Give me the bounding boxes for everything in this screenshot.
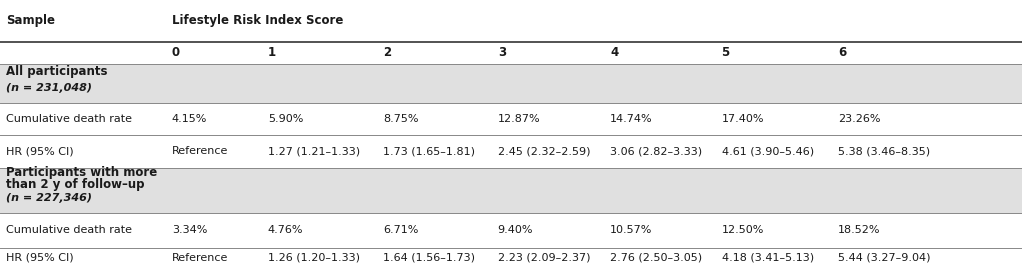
Text: 1: 1	[268, 46, 276, 59]
Text: 6.71%: 6.71%	[383, 225, 419, 236]
Text: 4.61 (3.90–5.46): 4.61 (3.90–5.46)	[722, 146, 814, 157]
Text: Sample: Sample	[6, 14, 55, 27]
Text: 10.57%: 10.57%	[610, 225, 652, 236]
Text: HR (95% CI): HR (95% CI)	[6, 146, 74, 157]
Text: 12.50%: 12.50%	[722, 225, 763, 236]
Text: 4: 4	[610, 46, 618, 59]
Text: Participants with more: Participants with more	[6, 166, 157, 178]
Text: 23.26%: 23.26%	[838, 114, 881, 124]
Text: 5.38 (3.46–8.35): 5.38 (3.46–8.35)	[838, 146, 930, 157]
Bar	[0, 213, 1022, 248]
Text: All participants: All participants	[6, 65, 107, 78]
Text: 3: 3	[498, 46, 506, 59]
Text: 18.52%: 18.52%	[838, 225, 881, 236]
Text: Reference: Reference	[172, 146, 228, 157]
Bar	[0, 103, 1022, 135]
Text: 3.34%: 3.34%	[172, 225, 207, 236]
Bar	[0, 248, 1022, 268]
Text: 14.74%: 14.74%	[610, 114, 653, 124]
Text: 4.15%: 4.15%	[172, 114, 207, 124]
Text: 9.40%: 9.40%	[498, 225, 533, 236]
Text: 4.76%: 4.76%	[268, 225, 304, 236]
Text: 2.23 (2.09–2.37): 2.23 (2.09–2.37)	[498, 253, 591, 263]
Text: 5.44 (3.27–9.04): 5.44 (3.27–9.04)	[838, 253, 931, 263]
Text: 2.45 (2.32–2.59): 2.45 (2.32–2.59)	[498, 146, 591, 157]
Text: 1.26 (1.20–1.33): 1.26 (1.20–1.33)	[268, 253, 360, 263]
Text: (n = 227,346): (n = 227,346)	[6, 193, 92, 203]
Bar	[0, 42, 1022, 64]
Text: 12.87%: 12.87%	[498, 114, 541, 124]
Text: 17.40%: 17.40%	[722, 114, 764, 124]
Text: than 2 y of follow–up: than 2 y of follow–up	[6, 178, 145, 191]
Text: 0: 0	[172, 46, 180, 59]
Text: 5: 5	[722, 46, 730, 59]
Text: 1.64 (1.56–1.73): 1.64 (1.56–1.73)	[383, 253, 475, 263]
Text: HR (95% CI): HR (95% CI)	[6, 253, 74, 263]
Text: 2.76 (2.50–3.05): 2.76 (2.50–3.05)	[610, 253, 702, 263]
Text: Cumulative death rate: Cumulative death rate	[6, 114, 132, 124]
Text: Cumulative death rate: Cumulative death rate	[6, 225, 132, 236]
Text: 1.73 (1.65–1.81): 1.73 (1.65–1.81)	[383, 146, 475, 157]
Text: 2: 2	[383, 46, 391, 59]
Bar	[0, 135, 1022, 168]
Text: 3.06 (2.82–3.33): 3.06 (2.82–3.33)	[610, 146, 702, 157]
Bar	[0, 168, 1022, 213]
Bar	[0, 0, 1022, 42]
Text: 6: 6	[838, 46, 846, 59]
Text: 1.27 (1.21–1.33): 1.27 (1.21–1.33)	[268, 146, 360, 157]
Text: Reference: Reference	[172, 253, 228, 263]
Text: 4.18 (3.41–5.13): 4.18 (3.41–5.13)	[722, 253, 814, 263]
Text: (n = 231,048): (n = 231,048)	[6, 83, 92, 93]
Text: Lifestyle Risk Index Score: Lifestyle Risk Index Score	[172, 14, 343, 27]
Text: 5.90%: 5.90%	[268, 114, 304, 124]
Text: 8.75%: 8.75%	[383, 114, 419, 124]
Bar	[0, 64, 1022, 103]
